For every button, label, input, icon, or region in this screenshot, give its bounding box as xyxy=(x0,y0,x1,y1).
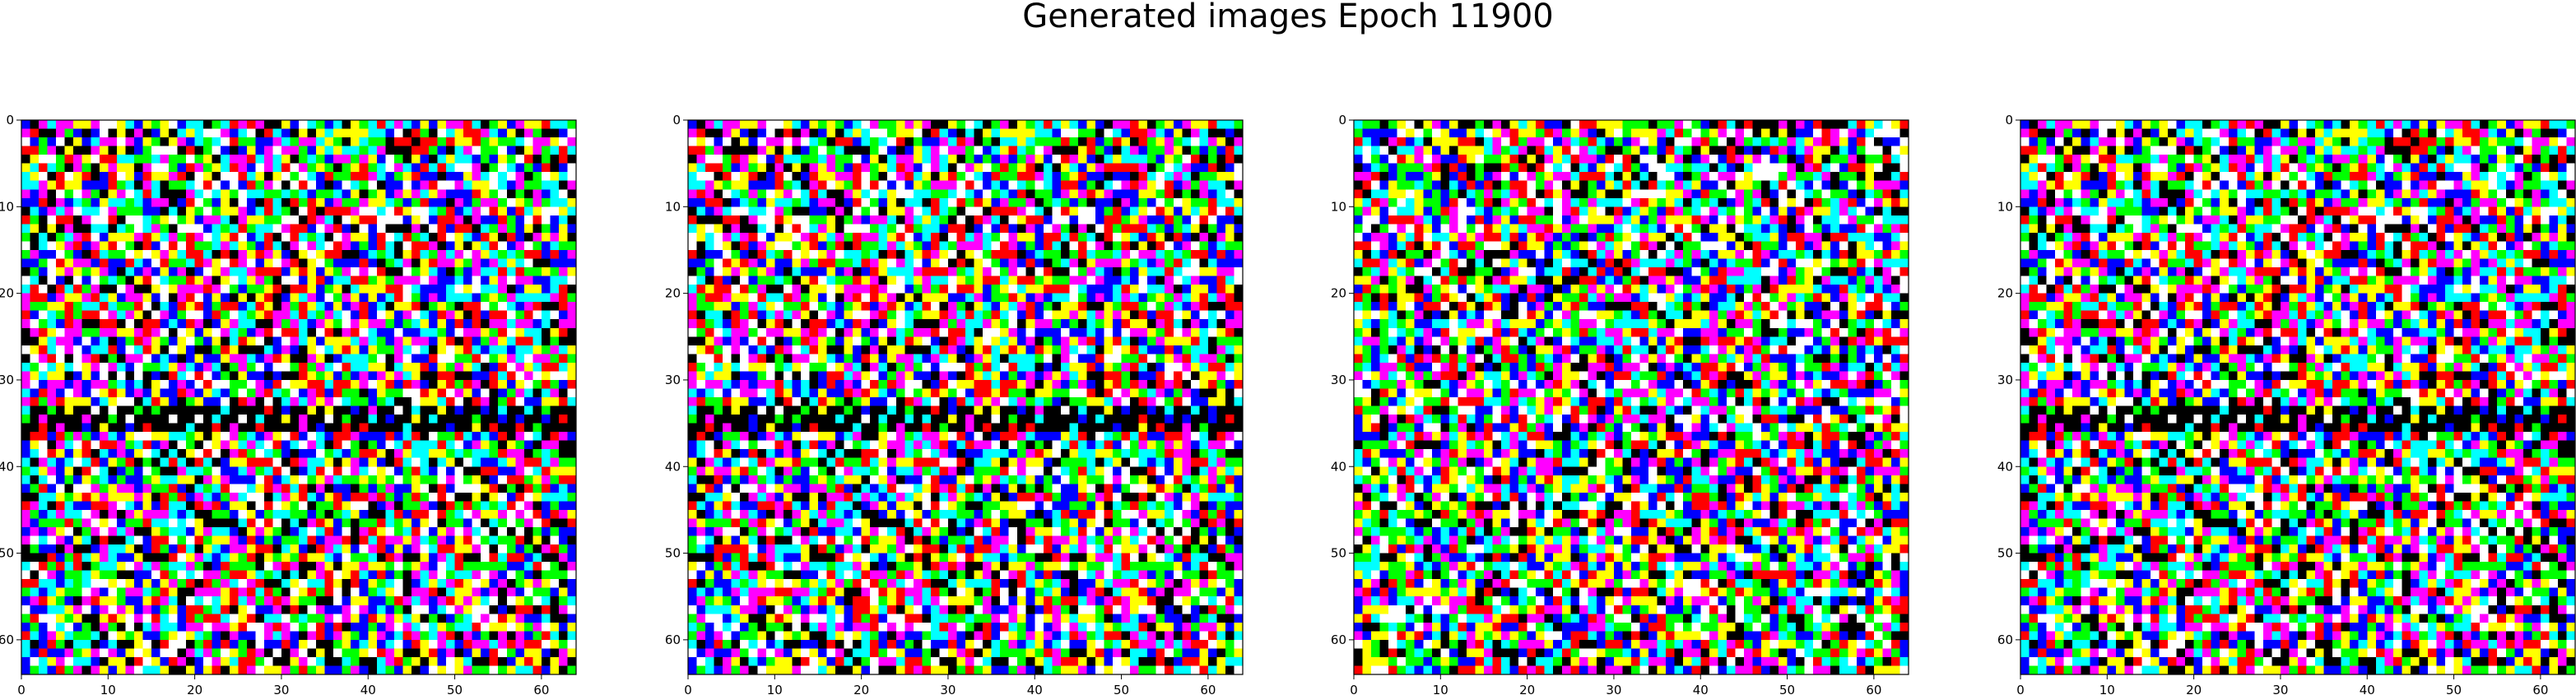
x-tick-label: 20 xyxy=(853,683,869,695)
x-tick-label: 40 xyxy=(1027,683,1043,695)
x-tick-label: 30 xyxy=(273,683,289,695)
x-tick-label: 10 xyxy=(767,683,783,695)
x-tick-label: 0 xyxy=(1350,683,1358,695)
y-tick-label: 50 xyxy=(0,546,14,561)
y-tick-label: 30 xyxy=(665,373,681,387)
axes-frame xyxy=(1353,119,1909,675)
image-pixels xyxy=(2020,120,2576,675)
y-tick-label: 50 xyxy=(665,546,681,561)
y-tick-label: 20 xyxy=(1331,286,1346,301)
image-panel-4: 0 10 20 30 40 50 60 0 10 20 30 40 50 60 xyxy=(1997,113,2576,695)
x-tick-label: 60 xyxy=(1200,683,1216,695)
x-tick-label: 20 xyxy=(1519,683,1535,695)
x-tick-label: 40 xyxy=(1693,683,1709,695)
image-panel-2: 0 10 20 30 40 50 60 0 10 20 30 40 50 60 xyxy=(665,113,1244,695)
y-tick-label: 0 xyxy=(672,113,681,127)
image-pixels xyxy=(688,120,1244,675)
y-tick-label: 20 xyxy=(665,286,681,301)
x-tick-label: 0 xyxy=(17,683,26,695)
image-panel-1: 0 10 20 30 40 50 60 0 10 20 30 40 50 60 xyxy=(0,113,577,695)
image-pixels xyxy=(21,120,577,675)
x-tick-label: 50 xyxy=(2446,683,2462,695)
x-tick-label: 20 xyxy=(2186,683,2202,695)
y-tick-label: 20 xyxy=(0,286,14,301)
x-tick-label: 10 xyxy=(2099,683,2115,695)
y-tick-label: 30 xyxy=(0,373,14,387)
y-tick-label: 10 xyxy=(1997,199,2013,214)
y-tick-label: 10 xyxy=(0,199,14,214)
x-tick-label: 30 xyxy=(940,683,956,695)
y-tick-label: 30 xyxy=(1331,373,1346,387)
y-tick-label: 60 xyxy=(665,632,681,647)
image-panel-3: 0 10 20 30 40 50 60 0 10 20 30 40 50 60 xyxy=(1331,113,1909,695)
y-tick-label: 50 xyxy=(1997,546,2013,561)
x-tick-label: 0 xyxy=(684,683,692,695)
y-tick-label: 20 xyxy=(1997,286,2013,301)
figure-title: Generated images Epoch 11900 xyxy=(1022,0,1554,35)
y-tick-label: 0 xyxy=(2005,113,2013,127)
y-tick-label: 40 xyxy=(665,459,681,474)
x-tick-label: 50 xyxy=(447,683,463,695)
x-tick-label: 60 xyxy=(2532,683,2548,695)
x-tick-label: 60 xyxy=(533,683,549,695)
y-tick-label: 60 xyxy=(1997,632,2013,647)
x-tick-label: 20 xyxy=(187,683,202,695)
x-tick-label: 40 xyxy=(2360,683,2375,695)
axes-frame xyxy=(21,119,577,675)
x-tick-label: 0 xyxy=(2016,683,2025,695)
axes-frame xyxy=(2020,119,2576,675)
y-tick-label: 60 xyxy=(1331,632,1346,647)
x-tick-label: 50 xyxy=(1779,683,1795,695)
y-tick-label: 10 xyxy=(665,199,681,214)
y-tick-label: 40 xyxy=(1997,459,2013,474)
x-tick-label: 50 xyxy=(1114,683,1129,695)
y-tick-label: 30 xyxy=(1997,373,2013,387)
axes-frame xyxy=(687,119,1244,675)
y-tick-label: 60 xyxy=(0,632,14,647)
x-tick-label: 10 xyxy=(100,683,116,695)
x-tick-label: 30 xyxy=(2272,683,2288,695)
x-tick-label: 40 xyxy=(360,683,376,695)
x-tick-label: 30 xyxy=(1606,683,1621,695)
y-tick-label: 40 xyxy=(0,459,14,474)
y-tick-label: 50 xyxy=(1331,546,1346,561)
y-tick-label: 0 xyxy=(6,113,14,127)
x-tick-label: 60 xyxy=(1866,683,1881,695)
y-tick-label: 40 xyxy=(1331,459,1346,474)
image-pixels xyxy=(1354,120,1909,675)
y-tick-label: 0 xyxy=(1338,113,1346,127)
y-tick-label: 10 xyxy=(1331,199,1346,214)
x-tick-label: 10 xyxy=(1433,683,1448,695)
